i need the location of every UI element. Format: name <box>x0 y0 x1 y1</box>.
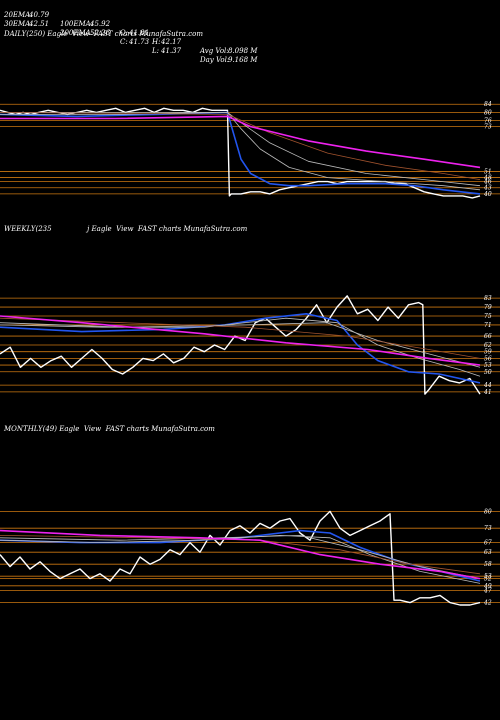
monthly-price-line-0 <box>0 510 481 606</box>
monthly-y-tick-label: 53 <box>484 573 492 580</box>
weekly-ema-line-4 <box>0 317 481 359</box>
ema100-value: 45.92 <box>90 20 111 28</box>
weekly-y-tick-label: 75 <box>484 313 492 320</box>
monthly-panel-label: MONTHLY(49) Eagle View FAST charts Munaf… <box>4 425 215 433</box>
weekly-ema-line-5 <box>0 315 481 366</box>
weekly-y-tick-label: 66 <box>484 333 492 340</box>
ema20-label: 20EMA: <box>4 11 33 19</box>
daily-panel-label: DAILY(250) Eagle View FAST charts Munafa… <box>4 30 203 38</box>
weekly-y-tick-label: 41 <box>483 389 492 396</box>
weekly-y-tick-label: 53 <box>484 362 492 369</box>
monthly-ema-line-5 <box>0 529 481 580</box>
open-value: 41.81 <box>129 29 150 37</box>
ema100-label: 100EMA: <box>60 20 94 28</box>
weekly-price-line-0 <box>0 295 481 395</box>
day-vol-label: Day Vol: <box>200 56 230 64</box>
daily-y-tick-label: 51 <box>484 168 492 175</box>
monthly-y-tick-label: 67 <box>484 540 492 547</box>
monthly-ema-line-3 <box>0 535 481 579</box>
monthly-y-tick-label: 80 <box>484 508 492 515</box>
weekly-panel-label: WEEKLY(235 j Eagle View FAST charts Muna… <box>4 225 248 233</box>
monthly-y-tick-label: 73 <box>484 525 492 532</box>
daily-ema-line-5 <box>0 115 481 169</box>
daily-ema-line-3 <box>0 112 481 187</box>
weekly-y-tick-label: 83 <box>484 295 492 302</box>
daily-y-tick-label: 43 <box>483 185 492 192</box>
low-value: 41.37 <box>161 47 182 55</box>
open-label: O: <box>120 29 129 37</box>
daily-y-tick-label: 40 <box>483 191 492 198</box>
daily-y-tick-label: 46 <box>483 179 492 186</box>
monthly-y-tick-label: 52 <box>484 576 492 583</box>
weekly-y-tick-label: 79 <box>484 304 492 311</box>
weekly-y-tick-label: 71 <box>484 322 492 329</box>
monthly-y-tick-label: 63 <box>484 549 492 556</box>
monthly-y-tick-label: 49 <box>483 583 492 590</box>
day-vol-value: 9.168 M <box>228 56 258 64</box>
daily-y-tick-label: 73 <box>484 124 492 131</box>
close-value: 41.73 <box>129 38 150 46</box>
weekly-y-tick-label: 62 <box>484 342 492 349</box>
high-label: H: <box>152 38 161 46</box>
daily-y-tick-label: 48 <box>483 175 492 182</box>
monthly-y-tick-label: 47 <box>483 588 492 595</box>
ema200-value: 52.26 <box>90 29 111 37</box>
avg-vol-label: Avg Vol: <box>200 47 229 55</box>
weekly-y-tick-label: 44 <box>483 382 492 389</box>
monthly-y-tick-label: 42 <box>483 600 492 607</box>
ema-header-row2: 30EMA: 42.51 200EMA: 52.26 C: 41.73 L: 41.37… <box>4 11 494 65</box>
weekly-y-tick-label: 50 <box>484 369 492 376</box>
monthly-ema-line-4 <box>0 535 481 575</box>
daily-ema-line-2 <box>0 112 481 191</box>
daily-y-tick-label: 76 <box>484 118 492 125</box>
avg-vol-value: 8.098 M <box>228 47 258 55</box>
daily-y-tick-label: 80 <box>484 109 492 116</box>
daily-y-tick-label: 84 <box>484 101 492 108</box>
ema200-label: 200EMA: <box>60 29 94 37</box>
daily-ema-line-4 <box>0 112 481 180</box>
close-label: C: <box>120 38 128 46</box>
weekly-y-tick-label: 59 <box>484 349 492 356</box>
low-label: L: <box>152 47 160 55</box>
monthly-y-tick-label: 58 <box>484 561 492 568</box>
ema20-value: 40.79 <box>29 11 50 19</box>
weekly-y-tick-label: 56 <box>484 355 492 362</box>
weekly-ema-line-1 <box>0 313 481 384</box>
ema-header-row1: 20EMA: 40.79 100EMA: 45.92 O: 41.81 H: 42.17… <box>4 2 494 56</box>
ema30-value: 42.51 <box>29 20 50 28</box>
high-value: 42.17 <box>161 38 182 46</box>
ema30-label: 30EMA: <box>4 20 33 28</box>
